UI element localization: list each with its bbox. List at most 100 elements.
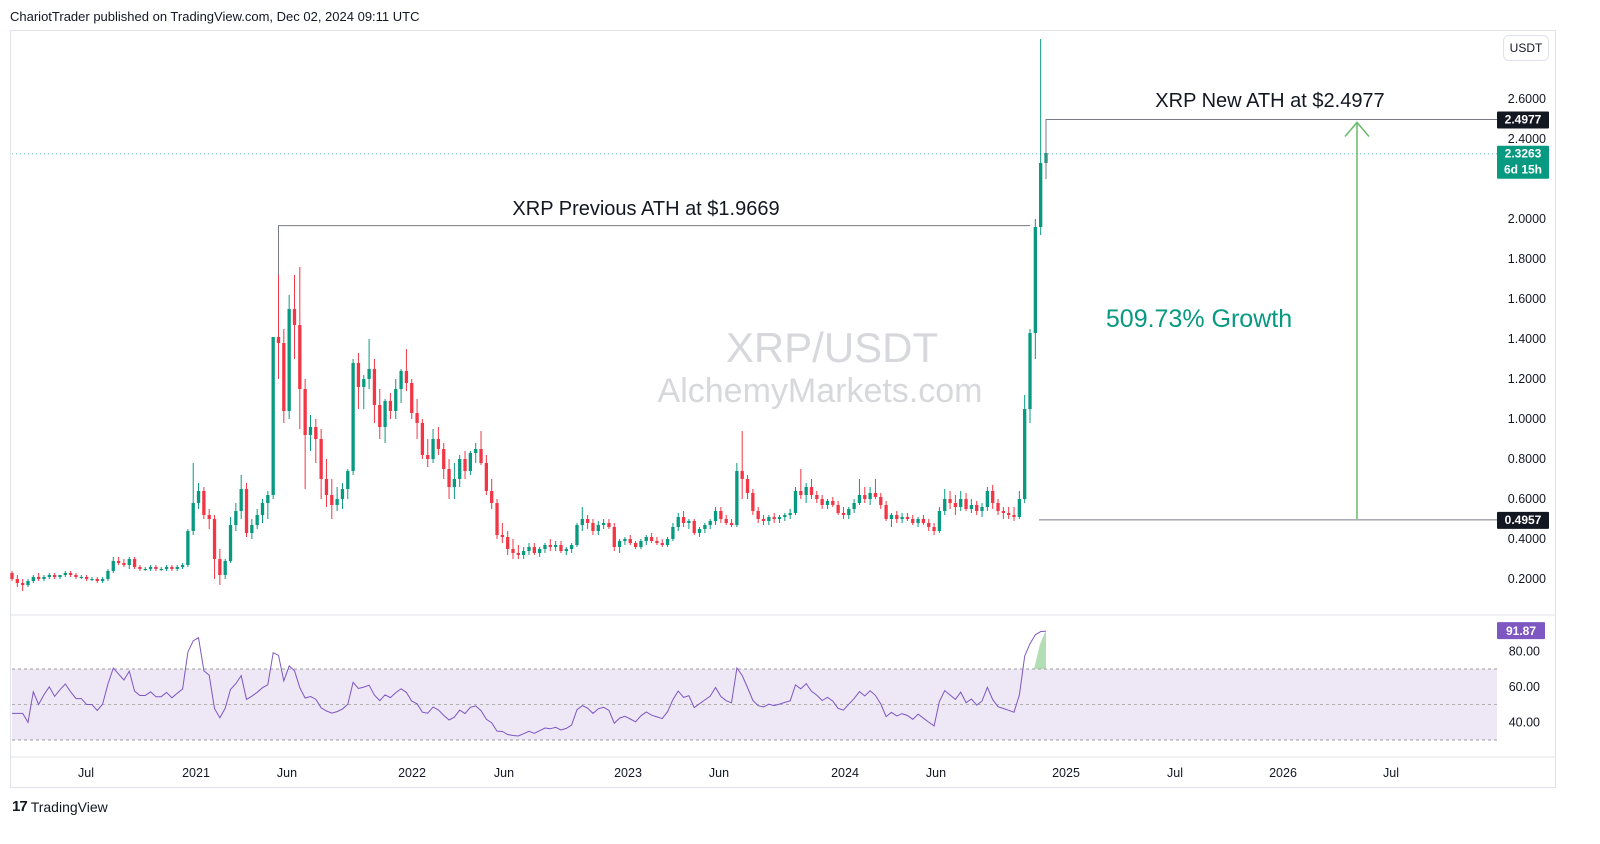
x-tick-label: Jun — [926, 766, 946, 780]
growth-arrow-head — [1344, 121, 1370, 137]
candle — [1028, 329, 1032, 423]
candle — [879, 493, 883, 509]
candle — [522, 547, 526, 559]
candle — [100, 577, 105, 583]
candle — [985, 487, 990, 511]
x-tick-label: 2024 — [831, 766, 859, 780]
base-price-badge: 0.4957 — [1497, 511, 1549, 529]
candle — [884, 501, 888, 521]
candle — [15, 575, 19, 587]
svg-text:91.87: 91.87 — [1506, 624, 1536, 638]
x-tick-label: 2023 — [614, 766, 642, 780]
candle — [79, 575, 83, 579]
rsi-band — [12, 668, 1497, 741]
candle — [68, 571, 73, 577]
candle — [191, 463, 195, 535]
candle — [154, 565, 158, 571]
candle — [303, 379, 307, 489]
candle — [996, 499, 1000, 515]
candle — [218, 549, 222, 585]
tradingview-logo[interactable]: 17 TradingView — [12, 798, 108, 815]
x-tick-label: 2022 — [398, 766, 426, 780]
candle — [564, 547, 568, 555]
rsi-line — [12, 630, 1047, 737]
candle — [639, 539, 643, 549]
candle — [170, 565, 174, 571]
candle — [708, 519, 712, 529]
candle — [553, 541, 558, 551]
candle — [692, 519, 696, 535]
candle — [745, 475, 750, 499]
candle — [617, 539, 622, 553]
candle — [671, 523, 675, 541]
candle — [644, 535, 648, 545]
candle — [90, 577, 94, 581]
candle — [809, 479, 814, 499]
candle — [207, 509, 211, 529]
y-tick-label: 0.6000 — [1508, 492, 1546, 506]
candle — [847, 507, 851, 519]
candle — [543, 543, 547, 553]
candle — [239, 475, 243, 519]
candle — [84, 575, 89, 581]
candle — [394, 379, 398, 419]
candle — [292, 275, 297, 359]
candle — [287, 295, 291, 419]
candle — [196, 483, 201, 509]
candle — [697, 527, 702, 537]
candle — [351, 359, 355, 475]
svg-text:0.4957: 0.4957 — [1505, 513, 1542, 527]
candle — [356, 353, 361, 409]
candle — [969, 499, 974, 513]
candle — [330, 479, 334, 519]
candle — [175, 565, 179, 571]
candle — [857, 479, 862, 505]
tradingview-logo-icon: 17 — [12, 798, 28, 815]
candle — [841, 507, 846, 519]
candle — [831, 497, 835, 507]
candle — [596, 521, 600, 535]
candle — [202, 487, 206, 519]
candle — [601, 519, 606, 529]
candle — [10, 571, 14, 581]
candle — [921, 515, 926, 525]
rsi-pane: 91.87 — [12, 622, 1545, 737]
candle — [52, 573, 57, 579]
candle — [612, 523, 616, 551]
candle — [367, 339, 371, 389]
rsi-overbought-fill — [1034, 630, 1046, 669]
candle — [506, 531, 510, 555]
currency-button[interactable]: USDT — [1503, 35, 1549, 61]
candle — [495, 499, 499, 539]
candle — [607, 519, 611, 529]
candle — [127, 557, 131, 569]
candle — [484, 455, 489, 495]
candle — [21, 579, 25, 591]
candle — [660, 539, 664, 547]
candle — [719, 507, 723, 523]
candle — [959, 491, 963, 511]
candle — [895, 511, 899, 523]
y-tick-label: 2.6000 — [1508, 92, 1546, 106]
candle — [943, 489, 947, 515]
candle — [250, 519, 254, 539]
x-tick-label: 2025 — [1052, 766, 1080, 780]
candle — [116, 557, 121, 565]
candle — [767, 515, 771, 525]
candle — [452, 463, 457, 499]
candle — [122, 559, 126, 567]
candle — [559, 541, 563, 553]
candle — [404, 349, 409, 391]
candle — [180, 563, 185, 569]
candle — [106, 569, 110, 581]
candle — [852, 499, 856, 513]
candle — [900, 513, 904, 523]
watermark-site: AlchemyMarkets.com — [658, 372, 983, 410]
candle — [777, 515, 782, 523]
candle — [111, 557, 115, 573]
y-tick-label: 1.0000 — [1508, 412, 1546, 426]
candle — [863, 487, 867, 503]
candle — [1023, 395, 1027, 503]
previous-ath-line — [277, 225, 1031, 275]
